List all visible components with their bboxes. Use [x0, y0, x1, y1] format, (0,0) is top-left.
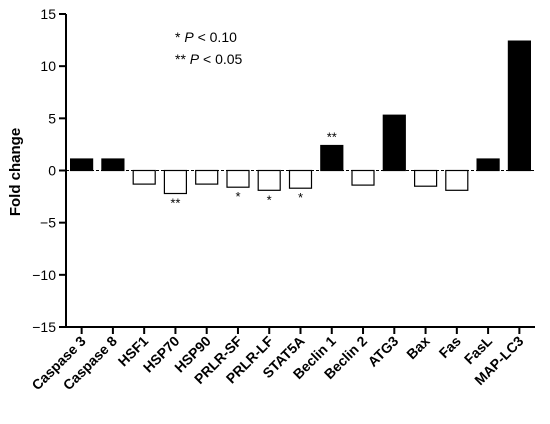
bar-fasl: [476, 158, 500, 172]
bar-hsp90: [195, 169, 219, 185]
significance-legend: * P < 0.10 ** P < 0.05: [175, 29, 243, 67]
y-tick-label: 0: [48, 163, 56, 179]
significance-mark: **: [170, 196, 180, 211]
y-axis-label: Fold change: [7, 128, 24, 216]
bar-beclin-1: [320, 144, 344, 172]
bar-beclin-2: [351, 169, 375, 186]
significance-mark: *: [267, 192, 272, 207]
bar-bax: [414, 169, 438, 187]
significance-mark: *: [235, 189, 240, 204]
legend-entry: ** P < 0.05: [175, 51, 243, 67]
y-tick-label: 15: [40, 6, 56, 22]
bar-caspase-8: [101, 158, 125, 172]
x-tick-label: Fas: [436, 333, 465, 362]
y-tick-label: 5: [48, 110, 56, 126]
bar-map-lc3: [507, 40, 531, 172]
bar-stat5a: [288, 169, 313, 189]
bar-caspase-3: [69, 158, 94, 172]
y-tick-label: −10: [32, 267, 56, 283]
y-tick-label: −15: [32, 319, 56, 335]
bar-prlr-lf: [257, 169, 281, 191]
bar-hsp70: [163, 169, 187, 195]
plot-area: ** * * ***: [66, 40, 535, 211]
x-tick-label: ATG3: [364, 333, 401, 370]
bar-fas: [445, 169, 469, 191]
bar-hsf1: [132, 169, 156, 185]
y-tick-label: 10: [40, 58, 56, 74]
x-tick-label: Bax: [403, 333, 433, 363]
significance-mark: *: [298, 190, 303, 205]
y-tick-label: −5: [40, 215, 56, 231]
bar-atg3: [382, 114, 406, 172]
bar-prlr-sf: [226, 169, 250, 188]
significance-mark: **: [327, 130, 337, 145]
legend-entry: * P < 0.10: [175, 29, 237, 45]
